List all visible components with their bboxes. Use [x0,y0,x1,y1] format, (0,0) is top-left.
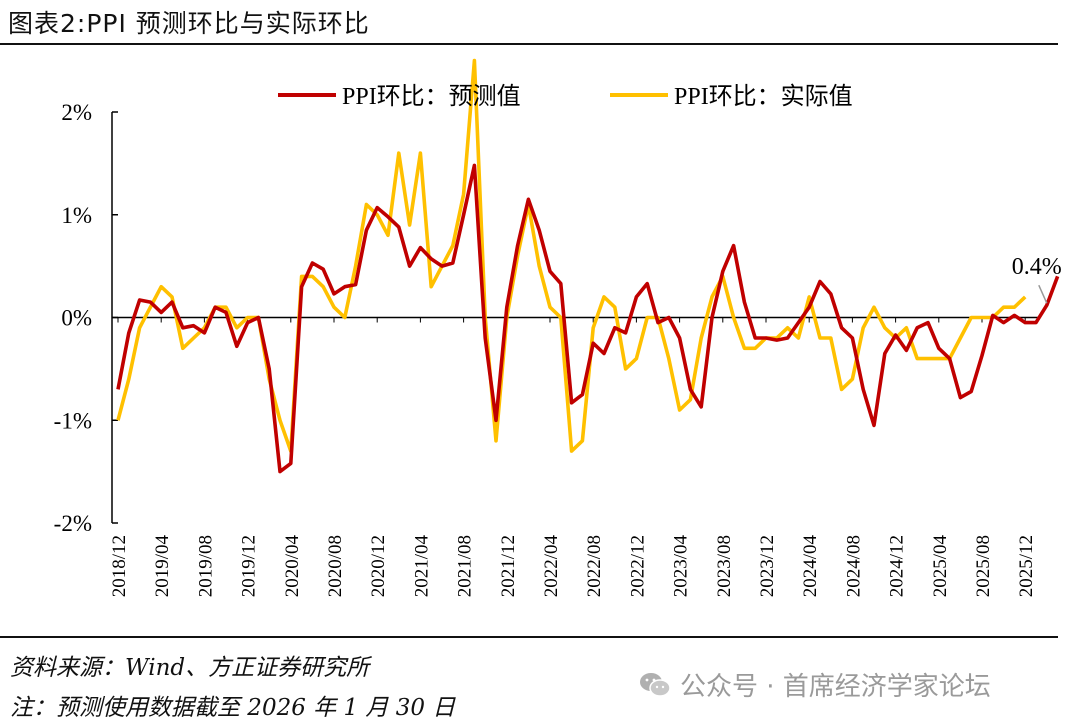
figure-title: 图表2:PPI 预测环比与实际环比 [8,9,370,38]
wechat-icon [640,672,671,697]
x-tick-label: 2023/12 [757,535,778,597]
x-tick-label: 2019/08 [195,535,216,597]
watermark-text: 公众号 · 首席经济学家论坛 [680,672,991,702]
x-tick-label: 2022/12 [627,535,648,597]
watermark: 公众号 · 首席经济学家论坛 [638,666,991,703]
x-tick-label: 2020/08 [325,535,346,597]
annotation-leader [1038,284,1048,304]
chart-series [116,58,1060,474]
legend-label: PPI环比：实际值 [674,83,853,110]
x-tick-label: 2022/04 [541,535,562,598]
chart-legend: PPI环比：预测值 PPI环比：实际值 [278,83,853,110]
annotation-label: 0.4% [1012,254,1062,280]
bottom-rule [0,636,1058,638]
x-tick-label: 2025/08 [973,535,994,597]
x-tick-label: 2019/12 [239,535,260,597]
x-tick-label: 2021/08 [455,535,476,597]
x-tick-label: 2018/12 [109,535,130,597]
x-tick-label: 2020/04 [282,535,303,598]
x-tick-label: 2024/12 [887,535,908,597]
chart-annotation: 0.4% [1012,254,1062,304]
y-tick-label: 2% [61,100,92,125]
source-note: 资料来源：Wind、方正证券研究所 [10,655,370,681]
y-tick-label: -2% [54,511,92,536]
x-tick-label: 2025/12 [1016,535,1037,597]
y-tick-label: 0% [61,306,92,331]
top-rule [0,43,1058,45]
x-tick-label: 2019/04 [152,535,173,598]
x-tick-label: 2024/08 [843,535,864,597]
ppi-line-chart: 2% 1% 0% -1% -2% 2018/12 2019/04 2019/08 2019/1… [54,58,1062,598]
x-tick-label: 2021/12 [498,535,519,597]
y-tick-label: -1% [54,408,92,433]
date-note: 注：预测使用数据截至 2026 年 1 月 30 日 [10,695,456,721]
series-line-forecast [116,163,1060,474]
x-tick-label: 2022/08 [584,535,605,597]
x-tick-label: 2023/04 [671,535,692,598]
x-tick-label: 2023/08 [714,535,735,597]
y-tick-label: 1% [61,203,92,228]
legend-label: PPI环比：预测值 [342,83,521,110]
x-tick-label: 2025/04 [930,535,951,598]
x-axis-tick-labels: 2018/12 2019/04 2019/08 2019/12 2020/04 2020/… [109,317,1037,598]
x-tick-label: 2024/04 [800,535,821,598]
y-axis-tick-labels: 2% 1% 0% -1% -2% [54,100,118,536]
x-tick-label: 2020/12 [368,535,389,597]
x-tick-label: 2021/04 [411,535,432,598]
